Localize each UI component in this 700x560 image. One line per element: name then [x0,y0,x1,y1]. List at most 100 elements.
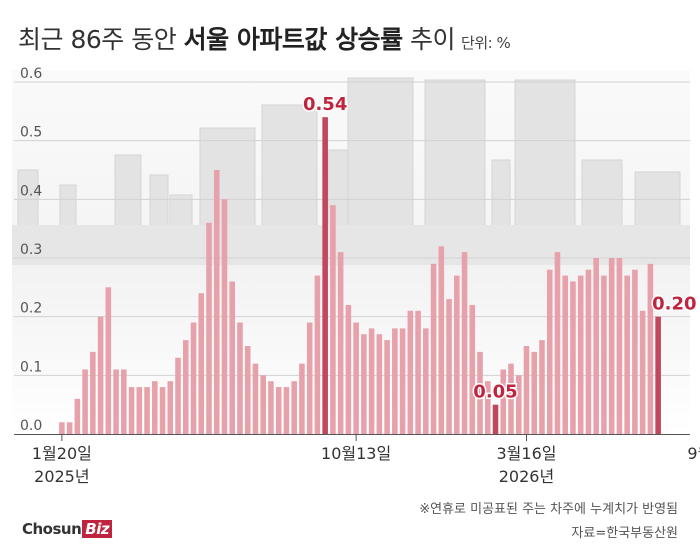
y-tick-label: 0.1 [20,359,42,375]
bar [446,299,452,434]
x-tick-year-label: 2025년 [34,467,89,486]
bar [213,170,220,434]
title-suffix: 추이 [402,25,456,54]
bar [430,263,437,434]
bar [593,258,599,434]
bar [601,275,607,434]
bar [392,328,398,434]
bar [105,287,112,434]
unit-label: 단위: % [461,34,511,52]
y-tick-label: 0.4 [20,183,42,199]
gridlines [14,81,690,376]
bar [632,269,638,434]
bar [299,363,305,434]
bar [113,369,119,434]
bar [454,275,460,434]
bar [492,404,499,434]
y-tick-label: 0.3 [20,242,42,258]
bar [283,387,290,434]
x-tick-label: 10월13일 [321,444,391,463]
bar [182,340,189,434]
bar [655,316,661,434]
bar [190,322,197,434]
highlight-label: 0.20 [652,294,696,315]
bar [438,246,445,434]
bar [74,398,81,434]
logo-main: Chosun [22,520,82,538]
x-tick-label: 1월20일 [32,444,92,463]
bar [461,252,468,434]
bar [337,252,344,434]
bar [175,357,181,434]
bar [159,387,166,434]
bar [368,328,375,434]
bar [639,310,646,434]
bar [399,328,406,434]
bar [314,275,321,434]
bar [221,199,228,434]
bar [353,322,359,434]
bar [531,351,538,434]
bar [260,375,266,434]
y-axis-ticks: 0.0 0.1 0.2 0.3 0.4 0.5 0.6 [20,66,42,434]
highlight-label: 0.05 [473,382,517,403]
bar [616,258,623,434]
bar [152,381,158,434]
bar [237,322,243,434]
bar [206,222,212,434]
chosunbiz-logo: Chosun Biz [22,520,113,538]
x-axis-labels: 1월20일 2025년 10월13일 3월16일 2026년 9월7일 [32,434,700,486]
x-tick-year-label: 2026년 [499,467,554,486]
bar [136,387,143,434]
bar [407,310,414,434]
bar [515,375,522,434]
title-prefix: 최근 86주 동안 [18,25,184,54]
bar [244,346,251,434]
bar [484,381,491,434]
bar [144,387,150,434]
data-labels: 0.54 0.05 0.20 [301,93,698,404]
bar [523,346,530,434]
title-bold: 서울 아파트값 상승률 [183,25,403,54]
y-tick-label: 0.6 [20,66,42,82]
bar [361,334,367,434]
bar [229,281,236,434]
bar [252,363,259,434]
bar [97,316,104,434]
bar [570,281,576,434]
bar [508,363,514,434]
bar [167,381,174,434]
x-tick-label: 9월7일 [687,444,700,463]
highlight-label: 0.54 [303,94,347,115]
bar [376,334,383,434]
bar [90,351,96,434]
bar [82,369,88,434]
bar [291,381,297,434]
bar [330,205,336,434]
y-tick-label: 0.0 [20,418,42,434]
bar [477,351,483,434]
y-tick-label: 0.2 [20,301,42,317]
logo-biz: Biz [82,520,113,538]
bars [59,117,661,434]
bar [562,275,568,434]
bar [546,269,553,434]
x-tick-label: 3월16일 [496,444,556,463]
bar [500,369,507,434]
bar [384,340,390,434]
bar [585,269,592,434]
bar [415,310,421,434]
bar [423,328,429,434]
y-tick-label: 0.5 [20,125,42,141]
bar [128,387,135,434]
bar [624,275,630,434]
bar [121,369,127,434]
bar [322,117,328,434]
bar [577,275,584,434]
source-note: 자료=한국부동산원 [571,526,678,541]
bar [198,293,205,434]
bar [306,322,313,434]
bar [59,422,65,434]
